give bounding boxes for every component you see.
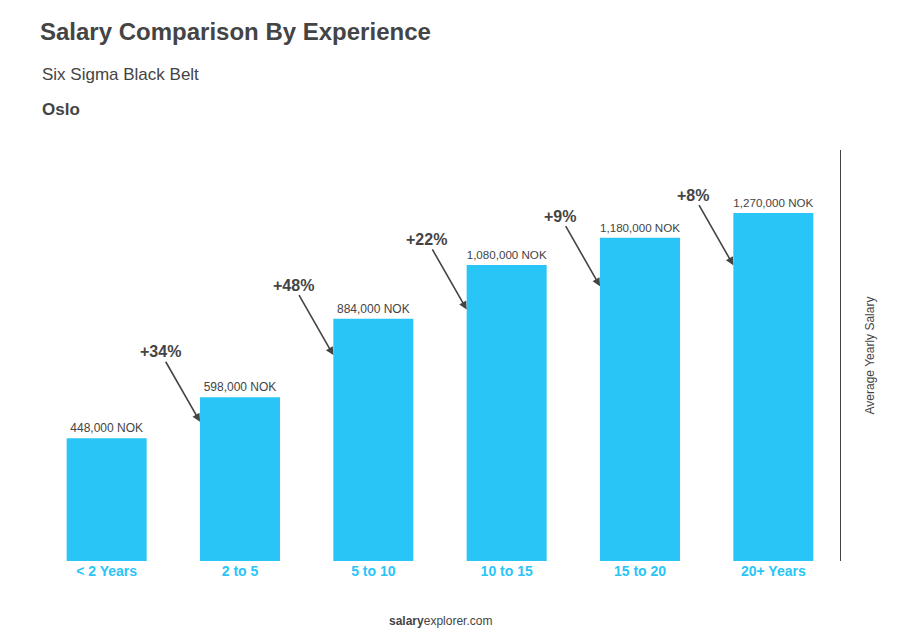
svg-text:10 to 15: 10 to 15 <box>481 563 533 579</box>
svg-text:1,080,000 NOK: 1,080,000 NOK <box>467 248 547 261</box>
svg-text:Salary Comparison By Experienc: Salary Comparison By Experience <box>40 18 431 45</box>
svg-text:5 to 10: 5 to 10 <box>351 563 396 579</box>
svg-text:< 2 Years: < 2 Years <box>76 563 137 579</box>
svg-text:Average Yearly Salary: Average Yearly Salary <box>863 297 877 415</box>
svg-text:Six Sigma Black Belt: Six Sigma Black Belt <box>42 65 199 84</box>
svg-text:20+ Years: 20+ Years <box>741 563 806 579</box>
svg-text:+22%: +22% <box>406 231 447 248</box>
svg-text:+48%: +48% <box>273 277 314 294</box>
svg-text:+34%: +34% <box>140 343 181 360</box>
svg-text:884,000 NOK: 884,000 NOK <box>337 302 410 316</box>
svg-text:15 to 20: 15 to 20 <box>614 563 666 579</box>
svg-text:1,180,000 NOK: 1,180,000 NOK <box>600 221 680 234</box>
svg-text:+8%: +8% <box>677 187 709 204</box>
svg-text:1,270,000 NOK: 1,270,000 NOK <box>733 196 813 209</box>
svg-text:2 to 5: 2 to 5 <box>222 563 259 579</box>
svg-text:448,000 NOK: 448,000 NOK <box>70 421 143 435</box>
svg-text:salaryexplorer.com: salaryexplorer.com <box>389 614 492 628</box>
svg-text:Oslo: Oslo <box>42 100 80 119</box>
svg-text:598,000 NOK: 598,000 NOK <box>204 380 277 394</box>
svg-text:+9%: +9% <box>544 208 576 225</box>
